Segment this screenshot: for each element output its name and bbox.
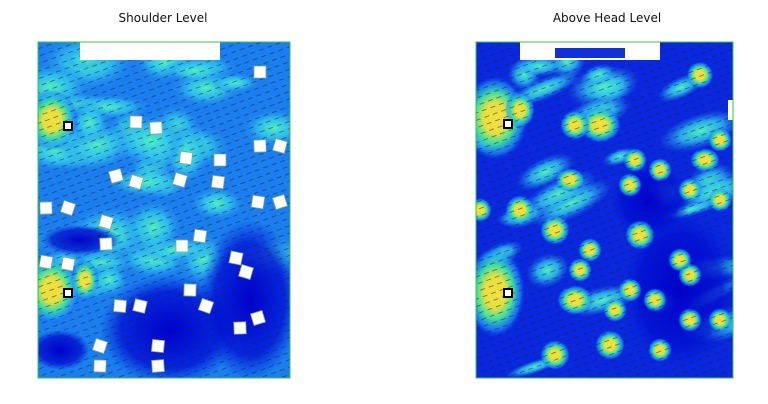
diffuser [503, 288, 513, 298]
occupant [59, 199, 77, 217]
arrow-field [38, 42, 290, 378]
occupant [99, 237, 113, 251]
occupant [149, 121, 163, 135]
occupant [183, 283, 197, 297]
inlet [555, 48, 625, 58]
occupant [238, 264, 254, 280]
occupant [213, 153, 227, 167]
occupant [91, 337, 109, 355]
occupant [93, 359, 107, 373]
diffuser [503, 119, 513, 129]
head-map [410, 42, 733, 378]
occupant [271, 193, 289, 211]
occupant [253, 65, 267, 79]
occupant [192, 228, 208, 244]
occupant [113, 299, 127, 313]
occupant [38, 254, 54, 270]
occupant [253, 139, 267, 153]
occupant [272, 138, 288, 154]
occupant [129, 115, 143, 129]
occupant [172, 172, 188, 188]
map-border [475, 41, 734, 379]
shoulder-map [38, 42, 290, 378]
occupant [228, 250, 244, 266]
occupant [151, 359, 165, 373]
occupant [132, 298, 148, 314]
arrow-field [476, 42, 733, 378]
occupant [233, 321, 247, 335]
map-border [37, 41, 291, 379]
occupant [108, 168, 124, 184]
occupant [175, 239, 189, 253]
occupant [178, 150, 194, 166]
occupant [197, 297, 215, 315]
occupant [250, 310, 266, 326]
occupant [60, 256, 76, 272]
occupant [98, 214, 114, 230]
occupant [39, 201, 53, 215]
diffuser [63, 288, 73, 298]
panel-title: Above Head Level [553, 11, 661, 25]
occupant [128, 174, 144, 190]
flow-blob [410, 93, 474, 144]
diffuser [63, 121, 73, 131]
occupant [210, 174, 226, 190]
occupant [150, 338, 166, 354]
panel-title: Shoulder Level [119, 11, 208, 25]
occupant [250, 194, 266, 210]
